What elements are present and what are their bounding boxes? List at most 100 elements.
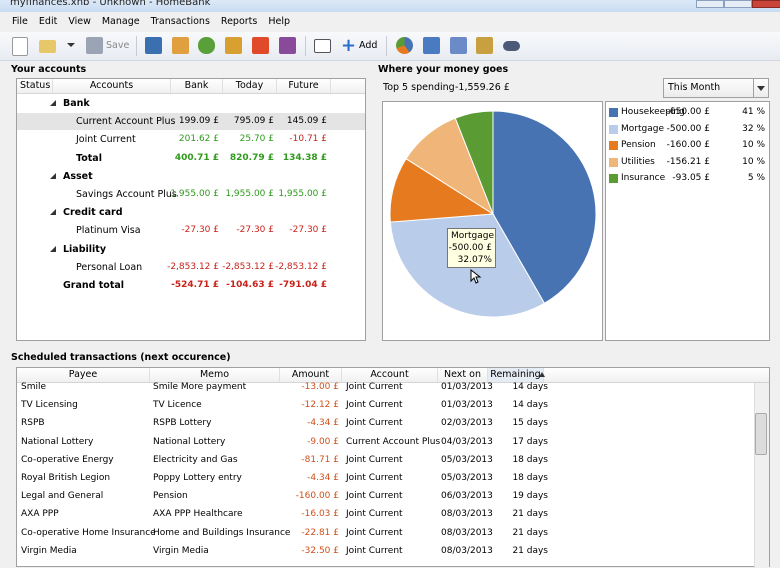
- budget-icon[interactable]: [252, 37, 269, 54]
- accounts-icon[interactable]: [145, 37, 162, 54]
- period-combo[interactable]: This Month: [663, 78, 769, 98]
- next-on: 08/03/2013: [441, 545, 493, 556]
- account: Joint Current: [346, 545, 403, 556]
- column-header[interactable]: Memo: [150, 368, 280, 382]
- remaining: 19 days: [512, 491, 548, 502]
- amount: -10.71 £: [289, 134, 327, 145]
- minimize-button[interactable]: [696, 0, 724, 8]
- legend-name: Insurance: [621, 173, 666, 183]
- menu-item[interactable]: Edit: [38, 16, 58, 27]
- legend-amount: -93.05 £: [672, 173, 710, 183]
- scrollbar[interactable]: [754, 383, 769, 568]
- next-on: 01/03/2013: [441, 382, 493, 392]
- expander: [50, 245, 56, 252]
- next-on: 02/03/2013: [441, 418, 493, 429]
- column-header[interactable]: Future: [277, 79, 331, 93]
- column-header[interactable]: Next on: [438, 368, 488, 382]
- spending-total: -1,559.26 £: [455, 82, 510, 93]
- account: Joint Current: [346, 509, 403, 520]
- payee: Co-operative Energy: [21, 454, 114, 465]
- legend-amount: -156.21 £: [666, 156, 710, 167]
- separator: [305, 36, 306, 56]
- vehicle-icon[interactable]: [503, 41, 520, 51]
- tooltip-amount: -500.00 £: [448, 243, 492, 253]
- pie-slice[interactable]: [454, 110, 494, 215]
- save-label[interactable]: Save: [106, 40, 130, 51]
- legend-percent: 5 %: [747, 173, 765, 183]
- budget-report-icon[interactable]: [423, 37, 440, 54]
- categories-icon[interactable]: [198, 37, 215, 54]
- memo: Smile More payment: [153, 382, 247, 392]
- menu-item[interactable]: View: [68, 16, 91, 27]
- toolbar: [0, 32, 780, 61]
- trend-icon[interactable]: [476, 37, 493, 54]
- menu-item[interactable]: Reports: [220, 16, 258, 27]
- menu-item[interactable]: Manage: [101, 16, 140, 27]
- show-icon[interactable]: [314, 39, 331, 53]
- remaining: 15 days: [512, 418, 548, 429]
- account-label: Grand total: [63, 280, 125, 291]
- memo: Virgin Media: [153, 545, 209, 556]
- amount: 820.79 £: [229, 152, 274, 163]
- legend-swatch: [609, 174, 618, 183]
- menu-item[interactable]: Help: [268, 16, 291, 27]
- next-on: 01/03/2013: [441, 400, 493, 411]
- amount: -81.71 £: [301, 454, 339, 465]
- payee: Co-operative Home Insurance: [21, 527, 156, 538]
- payee: Smile: [21, 382, 47, 392]
- amount: 1,955.00 £: [225, 189, 274, 199]
- add-icon[interactable]: +: [341, 35, 357, 56]
- payees-icon[interactable]: [172, 37, 189, 54]
- menu-item[interactable]: Transactions: [150, 16, 210, 27]
- column-header[interactable]: Today: [223, 79, 277, 93]
- pie-chart: [389, 110, 597, 318]
- expander: [50, 172, 56, 179]
- add-label[interactable]: Add: [359, 40, 378, 51]
- column-header[interactable]: Bank: [171, 79, 223, 93]
- next-on: 05/03/2013: [441, 473, 493, 483]
- memo: National Lottery: [153, 436, 226, 447]
- legend-amount: -500.00 £: [666, 123, 710, 134]
- column-header[interactable]: Remaining: [488, 368, 544, 382]
- legend-amount: -650.00 £: [666, 107, 710, 117]
- close-button[interactable]: [752, 0, 780, 8]
- pie-slice[interactable]: [492, 110, 597, 304]
- open-dropdown[interactable]: [67, 43, 75, 47]
- account-label: Asset: [63, 170, 93, 182]
- payee: RSPB: [21, 418, 45, 429]
- amount: -22.81 £: [301, 527, 339, 538]
- column-header[interactable]: Account: [342, 368, 438, 382]
- maximize-button[interactable]: [724, 0, 752, 8]
- account-label: Personal Loan: [76, 261, 143, 273]
- account-label: Platinum Visa: [76, 225, 141, 237]
- selected-row: [17, 113, 365, 131]
- legend-percent: 10 %: [742, 140, 765, 150]
- menu-item[interactable]: File: [12, 16, 28, 27]
- spending-title: Where your money goes: [378, 64, 509, 75]
- column-header[interactable]: Status: [17, 79, 53, 93]
- payee: TV Licensing: [21, 400, 78, 411]
- amount: -9.00 £: [307, 436, 339, 447]
- column-header[interactable]: Payee: [17, 368, 150, 382]
- memo: Electricity and Gas: [153, 454, 238, 465]
- separator: [386, 36, 387, 56]
- legend-amount: -160.00 £: [666, 140, 710, 150]
- memo: Home and Buildings Insurance: [153, 527, 291, 538]
- assign-icon[interactable]: [279, 37, 296, 54]
- column-header[interactable]: Amount: [280, 368, 342, 382]
- scrollbar-thumb[interactable]: [755, 413, 767, 455]
- open-icon[interactable]: [39, 40, 56, 53]
- archive-icon[interactable]: [225, 37, 242, 54]
- amount: -4.34 £: [307, 473, 339, 483]
- legend-swatch: [609, 157, 618, 167]
- combo-button[interactable]: [753, 79, 768, 97]
- save-icon[interactable]: [86, 37, 103, 54]
- account: Joint Current: [346, 400, 403, 411]
- amount: -2,853.12 £: [275, 261, 327, 272]
- column-header[interactable]: Accounts: [53, 79, 171, 93]
- sort-arrow: [539, 372, 545, 377]
- stats-icon[interactable]: [396, 37, 413, 54]
- balance-icon[interactable]: [450, 37, 467, 54]
- new-icon[interactable]: [12, 37, 28, 56]
- amount: -32.50 £: [301, 545, 339, 556]
